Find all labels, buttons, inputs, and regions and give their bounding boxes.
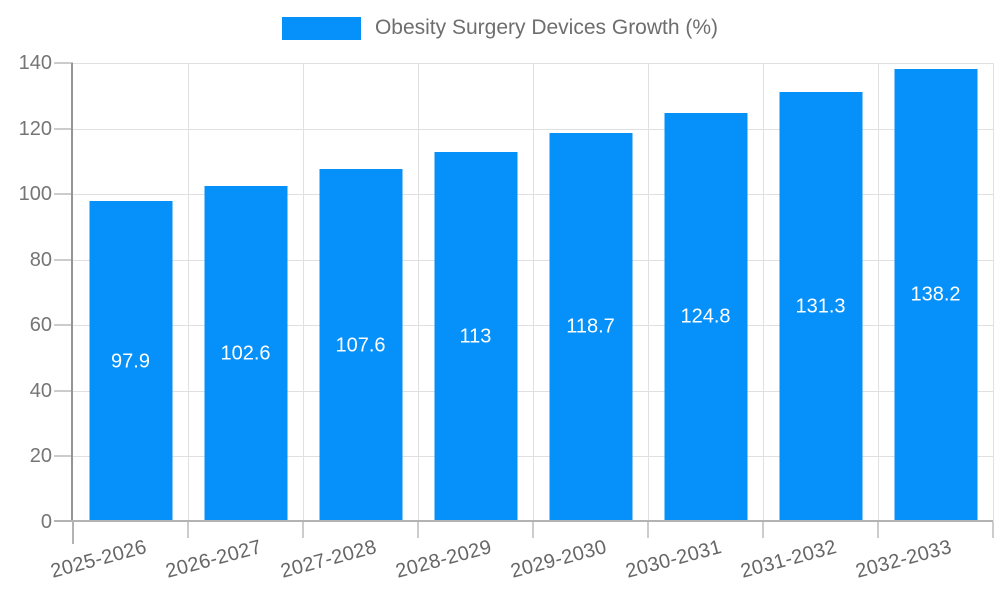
y-tick-label: 60 — [29, 314, 52, 337]
bar[interactable]: 118.7 — [549, 132, 632, 522]
v-gridline — [418, 63, 419, 522]
chart-legend: Obesity Surgery Devices Growth (%) — [0, 0, 1000, 56]
y-tick-label: 120 — [18, 117, 52, 140]
y-tick-mark — [54, 258, 73, 261]
x-tick-mark — [992, 522, 994, 538]
x-tick-mark — [417, 522, 419, 538]
bar-cell: 131.3 — [763, 63, 878, 522]
bar[interactable]: 113 — [434, 151, 517, 522]
bar-cell: 118.7 — [533, 63, 648, 522]
y-tick-mark — [54, 455, 73, 458]
legend-label: Obesity Surgery Devices Growth (%) — [374, 16, 719, 39]
y-tick-label: 40 — [29, 379, 52, 402]
bar-value-label: 124.8 — [680, 305, 731, 328]
bar-cell: 113 — [418, 63, 533, 522]
bar-value-label: 107.6 — [335, 334, 386, 357]
x-category-label: 2026-2027 — [163, 536, 265, 583]
x-category-label: 2031-2032 — [738, 536, 840, 583]
bar-value-label: 113 — [459, 325, 492, 348]
y-tick-label: 100 — [18, 183, 52, 206]
y-axis-line — [71, 63, 73, 522]
x-category-label: 2028-2029 — [393, 536, 495, 583]
v-gridline — [533, 63, 534, 522]
bar[interactable]: 102.6 — [204, 185, 287, 522]
x-category-label: 2029-2030 — [508, 536, 610, 583]
y-tick-mark — [54, 62, 73, 64]
bar-value-label: 138.2 — [910, 283, 961, 306]
v-gridline — [993, 63, 994, 522]
x-tick-mark — [762, 522, 764, 538]
x-tick-mark — [647, 522, 649, 538]
bar-cell: 138.2 — [878, 63, 993, 522]
bar-cell: 97.9 — [73, 63, 188, 522]
bar[interactable]: 107.6 — [319, 169, 402, 522]
x-tick-mark — [532, 522, 534, 538]
x-tick-mark — [72, 522, 74, 544]
bar-cell: 102.6 — [188, 63, 303, 522]
y-tick-label: 0 — [40, 511, 52, 533]
bar-value-label: 97.9 — [111, 350, 150, 373]
bar[interactable]: 131.3 — [779, 91, 862, 522]
baseline — [54, 520, 993, 522]
y-tick-label: 80 — [29, 248, 52, 271]
x-category-label: 2025-2026 — [48, 536, 150, 583]
legend-item[interactable]: Obesity Surgery Devices Growth (%) — [281, 16, 719, 40]
y-tick-label: 140 — [18, 52, 52, 74]
x-category-label: 2032-2033 — [853, 536, 955, 583]
v-gridline — [648, 63, 649, 522]
x-tick-mark — [187, 522, 189, 538]
v-gridline — [878, 63, 879, 522]
x-tick-mark — [302, 522, 304, 538]
bar-cell: 107.6 — [303, 63, 418, 522]
bar[interactable]: 97.9 — [89, 201, 172, 522]
bar[interactable]: 124.8 — [664, 112, 747, 522]
y-tick-mark — [54, 324, 73, 327]
y-tick-mark — [54, 389, 73, 392]
y-tick-mark — [54, 193, 73, 196]
v-gridline — [303, 63, 304, 522]
bar[interactable]: 138.2 — [894, 68, 977, 522]
x-category-label: 2030-2031 — [623, 536, 725, 583]
x-category-label: 2027-2028 — [278, 536, 380, 583]
bar-value-label: 118.7 — [566, 315, 615, 338]
y-tick-label: 20 — [29, 445, 52, 468]
v-gridline — [188, 63, 189, 522]
bar-value-label: 102.6 — [220, 342, 271, 365]
y-tick-mark — [54, 127, 73, 130]
x-tick-mark — [877, 522, 879, 538]
bar-cell: 124.8 — [648, 63, 763, 522]
bar-value-label: 131.3 — [795, 295, 846, 318]
legend-swatch-icon — [281, 16, 361, 40]
v-gridline — [763, 63, 764, 522]
plot-area: 97.9 102.6 107.6 113 118.7 124.8 131.3 138.2 — [73, 63, 994, 522]
